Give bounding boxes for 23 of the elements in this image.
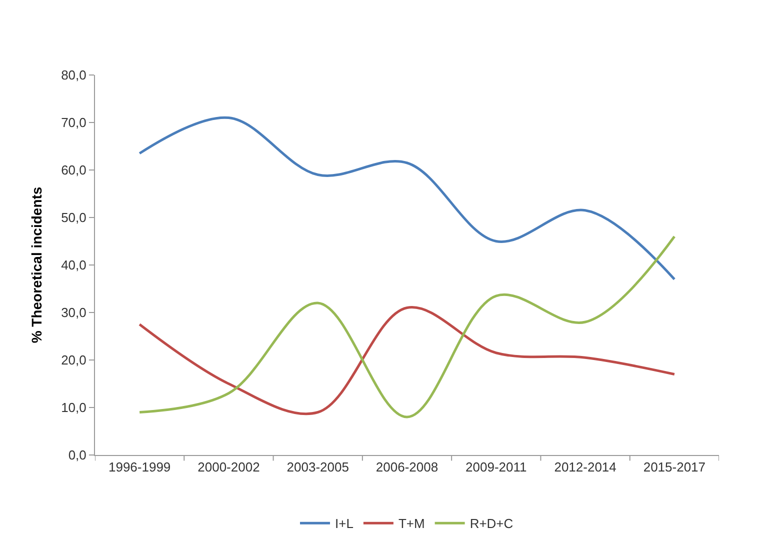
x-tick-label: 1996-1999 [108,460,171,475]
line-series [138,306,676,415]
line-series [138,235,676,418]
x-tick-label: 2012-2014 [554,460,616,475]
y-tick-label: 50,0 [61,210,86,226]
x-tick-label: 2015-2017 [643,460,706,475]
y-tick-label: 60,0 [61,162,86,178]
y-tick-label: 10,0 [61,400,86,416]
y-tick-label: 30,0 [61,305,86,320]
y-axis-title: % Theoretical incidents [28,186,45,344]
legend-label: I+L [335,516,354,532]
y-tick-label: 80,0 [61,68,86,83]
y-tick-label: 20,0 [61,352,86,368]
x-tick-label: 2003-2005 [286,460,349,475]
legend-label: R+D+C [470,516,514,532]
line-series [138,116,676,280]
x-tick-label: 2000-2002 [198,460,260,475]
x-tick-label: 2009-2011 [466,460,527,475]
y-tick-label: 0,0 [68,448,86,463]
x-tick-label: 2006-2008 [376,460,438,475]
legend-label: T+M [398,516,425,532]
y-tick-label: 70,0 [61,115,86,130]
y-tick-label: 40,0 [61,258,86,273]
